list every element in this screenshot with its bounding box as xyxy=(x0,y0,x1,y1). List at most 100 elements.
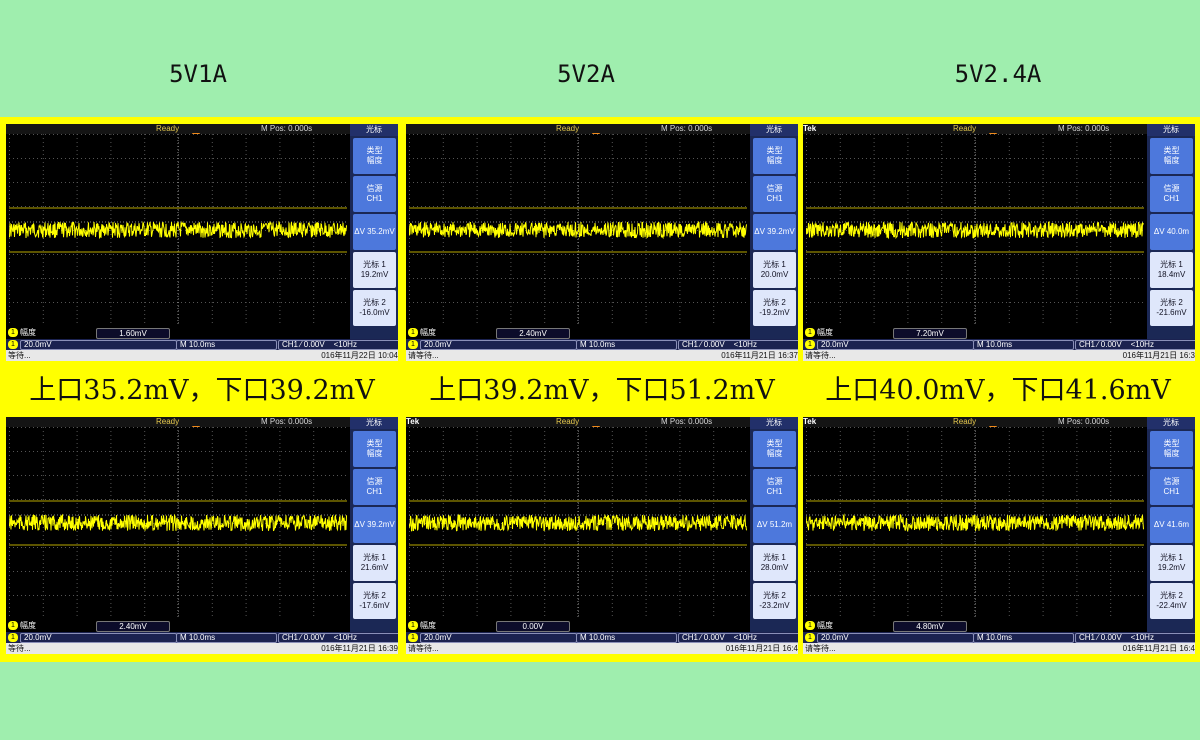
waveform-display xyxy=(409,427,747,619)
menu-source-button[interactable]: 信源 CH1 xyxy=(753,469,796,505)
channel-scale: 20.0mV xyxy=(817,633,974,643)
channel-scale: 20.0mV xyxy=(420,633,577,643)
amplitude-value: 2.40mV xyxy=(496,328,570,339)
menu-cursor2-button[interactable]: 光标 2 -21.6mV xyxy=(1150,290,1193,326)
ready-status: Ready xyxy=(156,417,180,426)
noise-trace xyxy=(806,221,1144,240)
trigger-setting: CH1 ⁄ 0.00V <10Hz xyxy=(1075,340,1195,350)
amplitude-value: 7.20mV xyxy=(893,328,967,339)
cursor-menu: 光标 类型 幅度 信源 CH1 ΔV 39.2mV 光标 1 21.6mV 光标 2-… xyxy=(350,417,398,632)
menu-source-button[interactable]: 信源 CH1 xyxy=(1150,469,1193,505)
timebase: M 10.0ms xyxy=(973,633,1074,643)
menu-cursor2-button[interactable]: 光标 2 -19.2mV xyxy=(753,290,796,326)
menu-type-button[interactable]: 类型 幅度 xyxy=(753,431,796,467)
scope-top-bar: Ready M Pos: 0.000s xyxy=(6,417,398,427)
ready-status: Ready xyxy=(953,124,977,133)
ready-status: Ready xyxy=(556,417,580,426)
channel-info-bar: 1 20.0mV M 10.0ms CH1 ⁄ 0.00V <10Hz xyxy=(6,339,398,350)
waiting-text: 请等待... xyxy=(805,644,836,653)
channel-scale: 20.0mV xyxy=(420,340,577,350)
amplitude-measurement: 1 幅度 1.60mV xyxy=(6,327,236,339)
timestamp: 016年11月21日 16:4 xyxy=(725,644,798,653)
menu-title: 光标 xyxy=(750,124,798,136)
channel-badge: 1 xyxy=(8,633,18,643)
cursor-menu: 光标 类型 幅度 信源 CH1 ΔV 39.2mV 光标 1 20.0mV 光标 2-… xyxy=(750,124,798,339)
caption-2: 上口39.2mV，下口51.2mV xyxy=(429,375,775,406)
m-pos: M Pos: 0.000s xyxy=(661,417,713,426)
channel-badge: 1 xyxy=(8,340,18,350)
oscilloscope-screenshot-1: Ready M Pos: 0.000s 光标 类型 幅度 信源 CH1 ΔV 35.… xyxy=(6,124,398,361)
m-pos: M Pos: 0.000s xyxy=(1058,417,1110,426)
menu-cursor2-button[interactable]: 光标 2 -17.6mV xyxy=(353,583,396,619)
noise-trace xyxy=(9,220,347,240)
noise-trace xyxy=(806,513,1144,532)
menu-type-button[interactable]: 类型 幅度 xyxy=(353,138,396,174)
menu-cursor1-button[interactable]: 光标 1 28.0mV xyxy=(753,545,796,581)
amplitude-measurement: 1 幅度 2.40mV xyxy=(6,620,236,632)
column-title-3: 5V2.4A xyxy=(954,60,1042,88)
caption-1: 上口35.2mV，下口39.2mV xyxy=(29,375,375,406)
column-title-2: 5V2A xyxy=(557,60,615,88)
waveform-display xyxy=(9,427,347,619)
amplitude-value: 1.60mV xyxy=(96,328,170,339)
menu-cursor2-button[interactable]: 光标 2 -22.4mV xyxy=(1150,583,1193,619)
menu-type-button[interactable]: 类型 幅度 xyxy=(353,431,396,467)
channel-scale: 20.0mV xyxy=(20,340,177,350)
channel-scale: 20.0mV xyxy=(20,633,177,643)
amplitude-value: 0.00V xyxy=(496,621,570,632)
amplitude-measurement: 1 幅度 7.20mV xyxy=(803,327,1033,339)
menu-title: 光标 xyxy=(1147,417,1195,429)
scope-top-bar: Tek Ready M Pos: 0.000s xyxy=(406,417,798,427)
menu-source-button[interactable]: 信源 CH1 xyxy=(353,469,396,505)
m-pos: M Pos: 0.000s xyxy=(661,124,713,133)
channel-badge: 1 xyxy=(408,340,418,350)
menu-delta-readout: ΔV 51.2m xyxy=(753,507,796,543)
menu-type-button[interactable]: 类型 幅度 xyxy=(753,138,796,174)
menu-cursor2-button[interactable]: 光标 2 -16.0mV xyxy=(353,290,396,326)
m-pos: M Pos: 0.000s xyxy=(261,124,313,133)
menu-source-button[interactable]: 信源 CH1 xyxy=(1150,176,1193,212)
menu-source-button[interactable]: 信源 CH1 xyxy=(353,176,396,212)
scope-top-bar: Ready M Pos: 0.000s xyxy=(406,124,798,134)
menu-delta-readout: ΔV 39.2mV xyxy=(353,507,396,543)
m-pos: M Pos: 0.000s xyxy=(261,417,313,426)
tek-logo: Tek xyxy=(803,417,817,426)
menu-delta-readout: ΔV 41.6m xyxy=(1150,507,1193,543)
channel-badge: 1 xyxy=(408,633,418,643)
noise-trace xyxy=(409,220,747,240)
channel-badge: 1 xyxy=(805,340,815,350)
waiting-text: 请等待... xyxy=(805,351,836,360)
menu-type-button[interactable]: 类型 幅度 xyxy=(1150,138,1193,174)
cursor-menu: 光标 类型 幅度 信源 CH1 ΔV 35.2mV 光标 1 19.2mV 光标 2-… xyxy=(350,124,398,339)
menu-cursor1-button[interactable]: 光标 1 18.4mV xyxy=(1150,252,1193,288)
status-bar: 请等待... 016年11月21日 16:4 xyxy=(406,643,798,654)
timebase: M 10.0ms xyxy=(576,633,677,643)
menu-cursor1-button[interactable]: 光标 1 21.6mV xyxy=(353,545,396,581)
trigger-setting: CH1 ⁄ 0.00V <10Hz xyxy=(1075,633,1195,643)
menu-type-button[interactable]: 类型 幅度 xyxy=(1150,431,1193,467)
amplitude-value: 2.40mV xyxy=(96,621,170,632)
channel-info-bar: 1 20.0mV M 10.0ms CH1 ⁄ 0.00V <10Hz xyxy=(803,632,1195,643)
channel-info-bar: 1 20.0mV M 10.0ms CH1 ⁄ 0.00V <10Hz xyxy=(406,339,798,350)
amplitude-value: 4.80mV xyxy=(893,621,967,632)
menu-cursor1-button[interactable]: 光标 1 19.2mV xyxy=(353,252,396,288)
trigger-setting: CH1 ⁄ 0.00V <10Hz xyxy=(678,633,798,643)
timestamp: 016年11月21日 16:37 xyxy=(721,351,798,360)
timebase: M 10.0ms xyxy=(176,340,277,350)
menu-title: 光标 xyxy=(350,417,398,429)
menu-cursor2-button[interactable]: 光标 2 -23.2mV xyxy=(753,583,796,619)
status-bar: 请等待... 016年11月21日 16:37 xyxy=(406,350,798,361)
channel-badge: 1 xyxy=(408,621,418,631)
timestamp: 016年11月21日 16:39 xyxy=(321,644,398,653)
menu-source-button[interactable]: 信源 CH1 xyxy=(753,176,796,212)
tek-logo: Tek xyxy=(406,417,420,426)
trigger-setting: CH1 ⁄ 0.00V <10Hz xyxy=(678,340,798,350)
channel-badge: 1 xyxy=(805,621,815,631)
waveform-display xyxy=(9,134,347,326)
status-bar: 请等待... 016年11月21日 16:3 xyxy=(803,350,1195,361)
cursor-menu: 光标 类型 幅度 信源 CH1 ΔV 51.2m 光标 1 28.0mV 光标 2 -2… xyxy=(750,417,798,632)
menu-cursor1-button[interactable]: 光标 1 20.0mV xyxy=(753,252,796,288)
menu-cursor1-button[interactable]: 光标 1 19.2mV xyxy=(1150,545,1193,581)
oscilloscope-screenshot-3: Tek Ready M Pos: 0.000s 光标 类型 幅度 信源 CH1 ΔV… xyxy=(803,124,1195,361)
menu-delta-readout: ΔV 35.2mV xyxy=(353,214,396,250)
